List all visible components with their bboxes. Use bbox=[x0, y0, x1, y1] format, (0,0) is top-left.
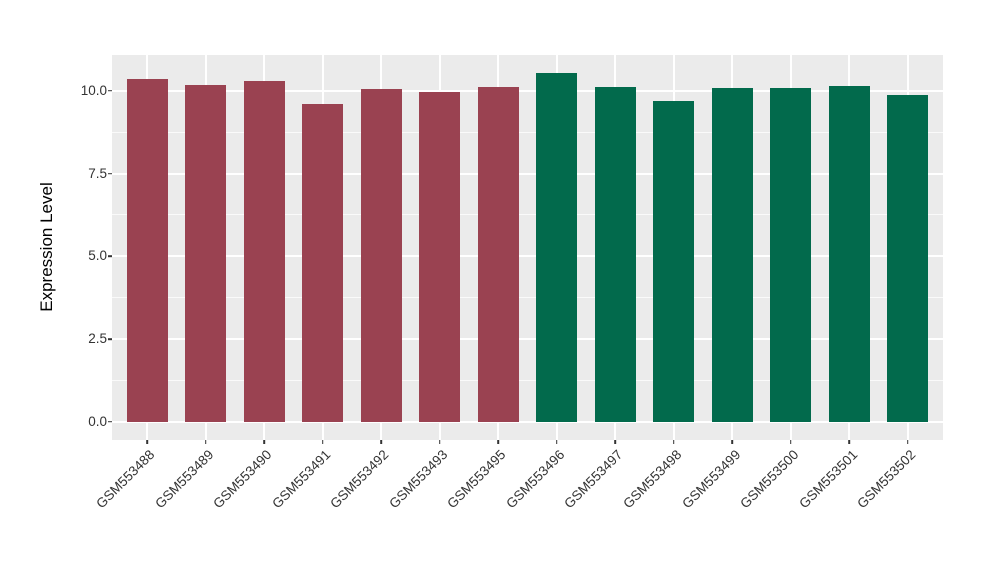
bar bbox=[302, 103, 344, 422]
bar bbox=[126, 78, 168, 422]
bar bbox=[477, 87, 519, 422]
gridline-minor-h bbox=[112, 379, 943, 381]
y-tick-label: 10.0 bbox=[80, 82, 107, 98]
gridline-major-h bbox=[112, 338, 943, 341]
x-tick-mark bbox=[263, 440, 265, 444]
y-tick-label: 2.5 bbox=[88, 331, 107, 347]
y-axis-title-text: Expression Level bbox=[37, 182, 56, 312]
x-tick-mark bbox=[555, 440, 558, 444]
x-tick-label: GSM553499 bbox=[678, 447, 743, 512]
gridline-minor-h bbox=[112, 214, 943, 216]
bar bbox=[770, 88, 812, 422]
bar bbox=[887, 95, 929, 422]
x-tick-mark bbox=[673, 440, 675, 444]
y-tick-mark bbox=[108, 172, 112, 175]
bar bbox=[711, 88, 753, 422]
y-tick-label: 7.5 bbox=[88, 165, 107, 181]
y-tick-mark bbox=[108, 255, 112, 258]
bar bbox=[594, 86, 636, 422]
bar bbox=[243, 80, 285, 422]
x-tick-mark bbox=[204, 440, 207, 444]
x-tick-label: GSM553489 bbox=[152, 447, 217, 512]
y-tick-mark bbox=[108, 420, 112, 423]
x-tick-mark bbox=[731, 440, 734, 444]
x-tick-mark bbox=[614, 440, 617, 444]
x-tick-label: GSM553500 bbox=[737, 447, 802, 512]
gridline-minor-h bbox=[112, 297, 943, 299]
y-tick-label: 0.0 bbox=[88, 413, 107, 429]
gridline-major-h bbox=[112, 172, 943, 175]
plot-panel bbox=[112, 55, 943, 440]
x-tick-mark bbox=[438, 440, 441, 444]
x-tick-label: GSM553495 bbox=[444, 447, 509, 512]
x-tick-mark bbox=[497, 440, 500, 444]
y-tick-mark bbox=[108, 338, 112, 340]
x-tick-mark bbox=[146, 440, 148, 444]
x-tick-label: GSM553490 bbox=[210, 447, 275, 512]
x-tick-mark bbox=[848, 440, 851, 444]
x-tick-label: GSM553501 bbox=[795, 447, 860, 512]
bar bbox=[185, 84, 227, 422]
gridline-major-h bbox=[112, 89, 943, 92]
bar bbox=[360, 88, 402, 422]
x-tick-label: GSM553497 bbox=[561, 447, 626, 512]
gridline-minor-h bbox=[112, 131, 943, 133]
y-tick-label: 5.0 bbox=[88, 248, 107, 264]
x-tick-label: GSM553488 bbox=[93, 447, 158, 512]
x-tick-mark bbox=[790, 440, 792, 444]
x-tick-label: GSM553502 bbox=[854, 447, 919, 512]
x-tick-label: GSM553493 bbox=[386, 447, 451, 512]
x-tick-mark bbox=[907, 440, 909, 444]
x-tick-label: GSM553496 bbox=[503, 447, 568, 512]
gridline-major-h bbox=[112, 420, 943, 423]
bar bbox=[536, 72, 578, 422]
x-tick-mark bbox=[380, 440, 382, 444]
bar bbox=[828, 86, 870, 422]
x-tick-label: GSM553492 bbox=[327, 447, 392, 512]
gridline-major-h bbox=[112, 255, 943, 258]
y-tick-mark bbox=[108, 89, 112, 92]
bar bbox=[419, 92, 461, 422]
x-tick-label: GSM553498 bbox=[620, 447, 685, 512]
x-tick-mark bbox=[321, 440, 324, 444]
bar bbox=[653, 100, 695, 422]
x-tick-label: GSM553491 bbox=[269, 447, 334, 512]
